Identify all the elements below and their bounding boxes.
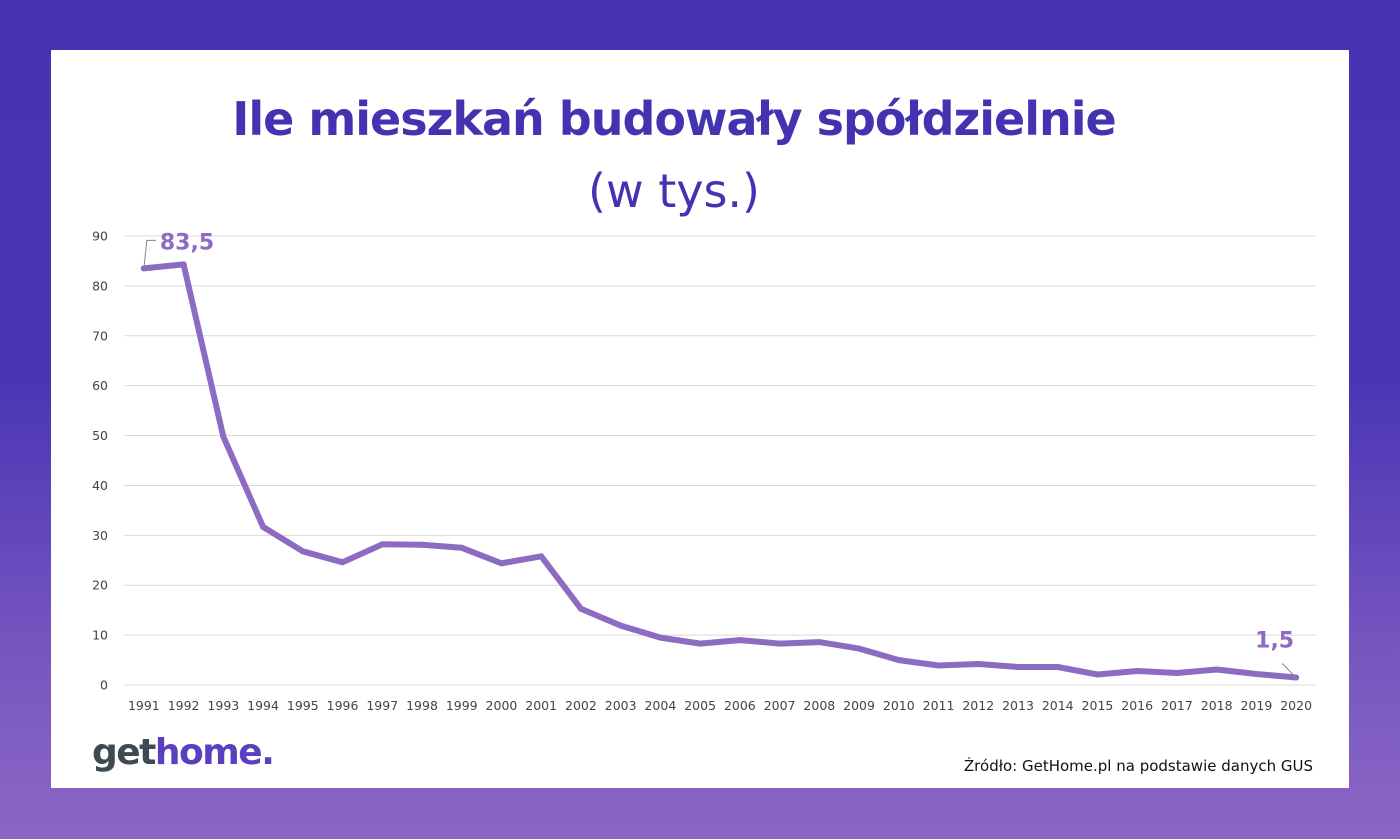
x-tick-label-2004: 2004 [644, 698, 676, 713]
data-point-2016 [1134, 668, 1141, 675]
data-point-2007 [776, 640, 783, 647]
x-axis-ticks: 1991 1992 1993 1994 1995 1996 1997 1998 1999 2000… [128, 698, 1312, 713]
data-label-2020: 1,5 [1255, 629, 1294, 654]
y-tick-label-40: 40 [92, 478, 108, 493]
x-tick-label-2007: 2007 [764, 698, 796, 713]
data-label-1991: 83,5 [160, 230, 214, 255]
logo-part-home: home [154, 732, 263, 773]
data-point-1992 [180, 261, 187, 268]
x-tick-label-2010: 2010 [883, 698, 915, 713]
y-axis-ticks: 0 10 20 30 40 50 60 70 80 90 [92, 229, 108, 693]
x-tick-label-2013: 2013 [1002, 698, 1034, 713]
y-tick-label-80: 80 [92, 278, 108, 293]
chart-title: Ile mieszkań budowały spółdzielnie [232, 92, 1116, 146]
y-tick-label-20: 20 [92, 578, 108, 593]
data-point-1993 [220, 433, 227, 440]
x-tick-label-1994: 1994 [247, 698, 279, 713]
gethome-logo: gethome. [92, 732, 275, 773]
data-point-1999 [458, 544, 465, 551]
x-tick-label-2018: 2018 [1201, 698, 1233, 713]
data-point-2011 [935, 662, 942, 669]
x-tick-label-2017: 2017 [1161, 698, 1193, 713]
data-point-2003 [617, 622, 624, 629]
data-point-1998 [419, 541, 425, 548]
x-tick-label-2005: 2005 [684, 698, 716, 713]
data-point-2009 [856, 645, 863, 652]
data-point-1997 [379, 541, 386, 548]
data-point-2019 [1253, 671, 1260, 678]
y-tick-label-90: 90 [92, 229, 108, 244]
data-point-1995 [299, 548, 306, 555]
logo-part-get: get [92, 732, 156, 773]
data-point-2018 [1213, 666, 1220, 673]
data-point-2008 [816, 639, 823, 646]
data-point-2001 [538, 553, 545, 560]
data-point-2013 [1015, 664, 1021, 671]
x-tick-label-2002: 2002 [565, 698, 597, 713]
series-line-0 [140, 261, 1300, 681]
annotations: 83,5 1,5 [143, 230, 1297, 678]
data-point-2010 [895, 657, 902, 664]
x-tick-label-2011: 2011 [923, 698, 955, 713]
x-tick-label-2012: 2012 [962, 698, 994, 713]
data-point-2006 [736, 637, 743, 644]
x-tick-label-1998: 1998 [406, 698, 438, 713]
logo-dot: . [261, 732, 275, 773]
data-point-2017 [1173, 670, 1180, 677]
x-tick-label-2015: 2015 [1082, 698, 1114, 713]
data-point-2002 [577, 605, 584, 612]
y-tick-label-50: 50 [92, 428, 108, 443]
data-point-2012 [975, 661, 982, 668]
x-tick-label-1992: 1992 [168, 698, 200, 713]
data-point-2005 [697, 640, 704, 647]
x-tick-label-1999: 1999 [446, 698, 478, 713]
data-point-1994 [260, 523, 267, 530]
y-tick-label-30: 30 [92, 528, 108, 543]
x-tick-label-2006: 2006 [724, 698, 756, 713]
y-tick-label-0: 0 [100, 678, 108, 693]
x-tick-label-2014: 2014 [1042, 698, 1074, 713]
data-point-2004 [657, 634, 664, 641]
leader-line-1991 [143, 239, 156, 269]
x-tick-label-1991: 1991 [128, 698, 160, 713]
y-tick-label-70: 70 [92, 328, 108, 343]
x-tick-label-2008: 2008 [803, 698, 835, 713]
x-tick-label-1997: 1997 [366, 698, 398, 713]
data-point-2014 [1054, 664, 1061, 671]
x-tick-label-1996: 1996 [327, 698, 359, 713]
x-tick-label-2001: 2001 [525, 698, 557, 713]
y-tick-label-60: 60 [92, 378, 108, 393]
data-point-2015 [1094, 671, 1101, 678]
x-tick-label-2000: 2000 [486, 698, 518, 713]
y-tick-label-10: 10 [92, 628, 108, 643]
gridlines [124, 235, 1316, 686]
x-tick-label-1995: 1995 [287, 698, 319, 713]
x-tick-label-2020: 2020 [1280, 698, 1312, 713]
x-tick-label-2019: 2019 [1240, 698, 1272, 713]
data-point-2000 [498, 560, 505, 567]
data-point-1996 [339, 559, 346, 566]
chart-card [51, 50, 1349, 788]
source-note: Źródło: GetHome.pl na podstawie danych G… [963, 757, 1313, 775]
series-group [140, 261, 1300, 681]
leader-line-2020 [1281, 663, 1297, 678]
x-tick-label-2016: 2016 [1121, 698, 1153, 713]
x-tick-label-2009: 2009 [843, 698, 875, 713]
x-tick-label-2003: 2003 [605, 698, 637, 713]
chart-subtitle: (w tys.) [588, 164, 760, 218]
x-tick-label-1993: 1993 [207, 698, 239, 713]
